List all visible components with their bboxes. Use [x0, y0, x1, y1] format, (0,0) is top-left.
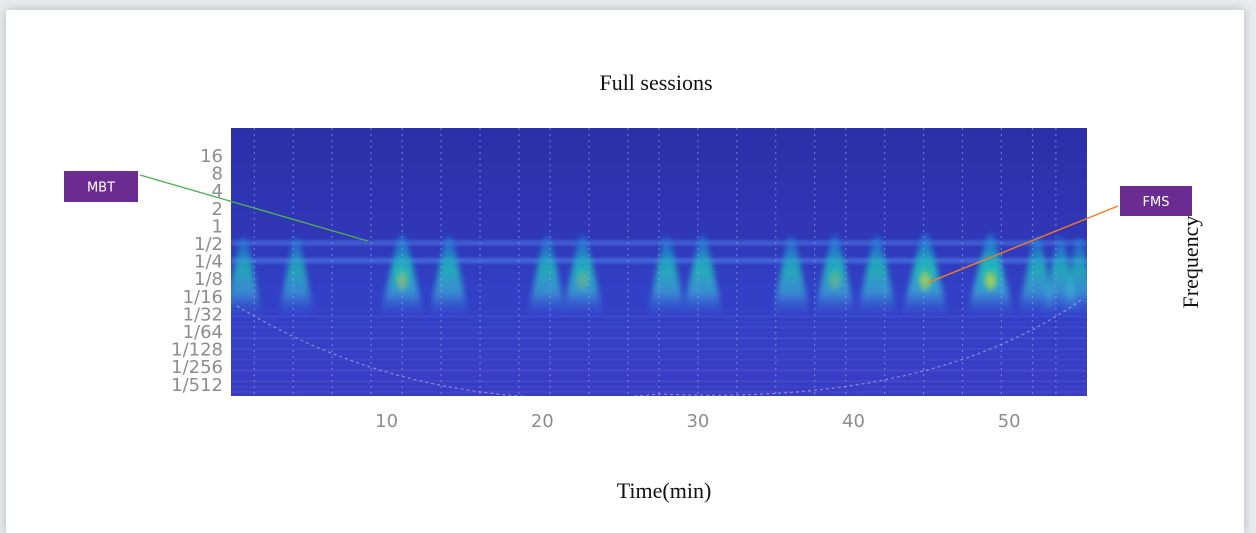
burst [1061, 237, 1087, 318]
y-tick-label: 1/8 [194, 269, 223, 290]
texture-row [231, 369, 1087, 372]
burst-peak [825, 266, 845, 295]
annotation-label: MBT [87, 181, 115, 196]
burst [646, 236, 687, 318]
annotation-leader-line [928, 205, 1119, 283]
y-tick-labels: 1684211/21/41/81/161/321/641/1281/2561/5… [171, 146, 223, 396]
x-tick-label: 40 [842, 411, 865, 432]
annotation-box [64, 171, 138, 202]
burst [527, 236, 567, 318]
y-axis-label: Frequency [1178, 216, 1203, 309]
spectrogram-figure: Full sessions 1684211/21/41/81/161/321/6… [64, 70, 1203, 503]
cone-of-influence [236, 299, 1082, 396]
x-tick-label: 10 [375, 411, 398, 432]
y-tick-label: 1/2 [194, 234, 223, 255]
texture-row [231, 353, 1087, 356]
x-tick-label: 20 [531, 411, 554, 432]
y-tick-label: 4 [212, 181, 223, 202]
y-tick-label: 1/64 [183, 322, 223, 343]
y-tick-label: 1/16 [183, 287, 223, 308]
annotation-label: FMS [1143, 195, 1170, 210]
burst [771, 236, 811, 318]
burst-peak [392, 266, 412, 295]
x-axis-label: Time(min) [617, 478, 712, 503]
figure-frame: Full sessions 16 8 4 2 1 1/2 1/4 1/8 1/16 1/32 1/6… [6, 10, 1244, 533]
y-tick-label: 16 [200, 146, 223, 167]
burst [856, 236, 898, 318]
annotations: MBT FMS [64, 171, 1192, 283]
texture-row [231, 364, 1087, 367]
chart-title: Full sessions [599, 70, 712, 95]
burst-peak [573, 266, 592, 295]
burst-peak [915, 266, 935, 295]
texture-row [231, 342, 1087, 345]
burst [681, 235, 724, 318]
x-tick-label: 50 [998, 411, 1021, 432]
texture-row [231, 358, 1087, 361]
burst [278, 237, 315, 318]
y-tick-label: 1/512 [171, 375, 223, 396]
x-tick-label: 30 [686, 411, 709, 432]
y-tick-label: 1/4 [194, 252, 223, 273]
y-tick-label: 1/32 [183, 304, 223, 325]
texture-row [231, 347, 1087, 350]
annotation-box [1120, 186, 1192, 216]
burst [428, 236, 470, 318]
y-tick-label: 1/128 [171, 340, 223, 361]
y-tick-label: 2 [212, 199, 223, 220]
y-tick-label: 8 [212, 164, 223, 185]
x-tick-labels: 10 20 30 40 50 [375, 411, 1020, 432]
session-markers [253, 128, 1057, 396]
annotation-leader-line [139, 174, 368, 242]
y-tick-label: 1/256 [171, 357, 223, 378]
y-tick-label: 1 [212, 216, 223, 237]
burst-peak [980, 266, 1001, 295]
